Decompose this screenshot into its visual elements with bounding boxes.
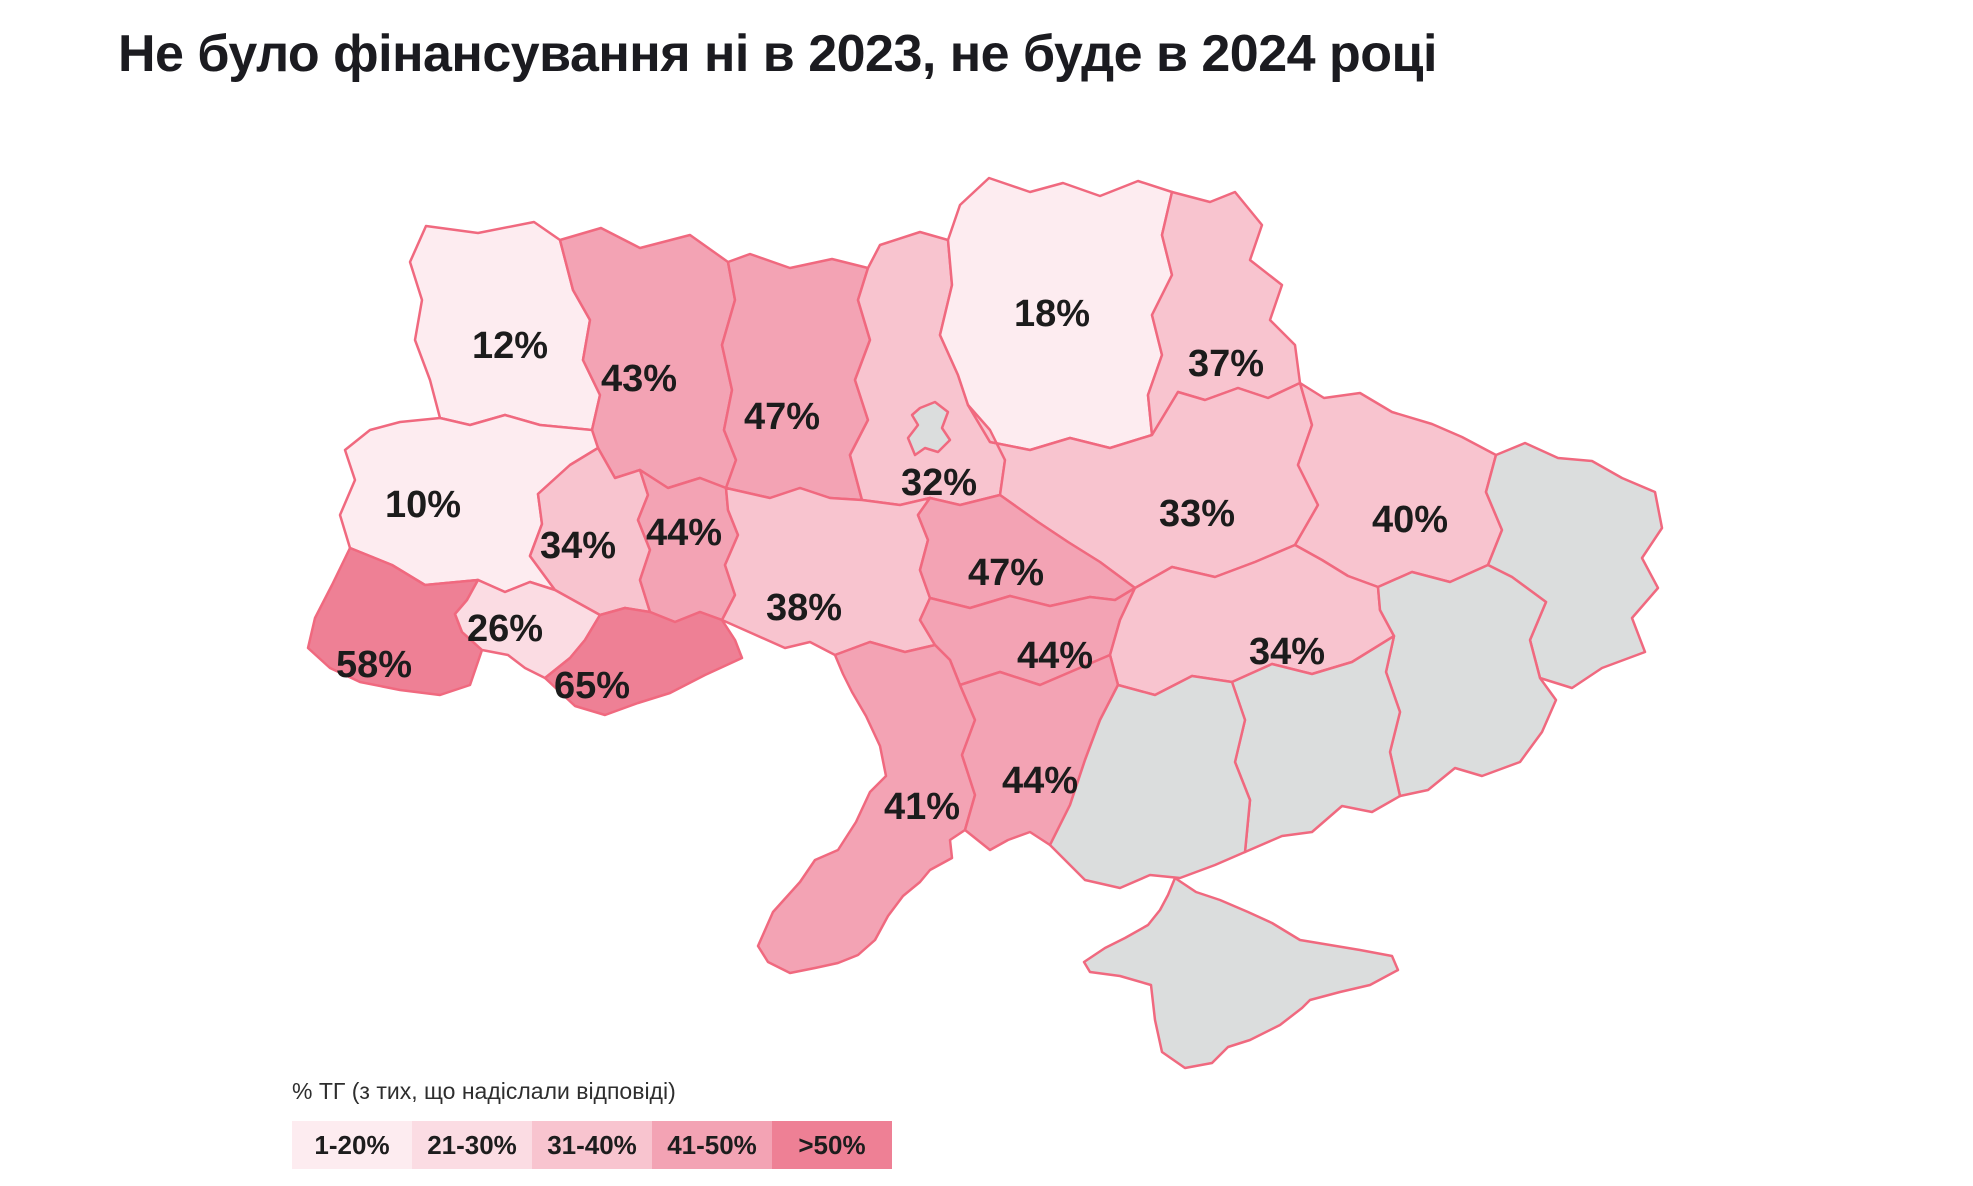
region-value-lviv: 10% bbox=[385, 484, 461, 526]
region-kherson bbox=[1048, 674, 1252, 890]
region-vinnytsia bbox=[720, 486, 937, 657]
region-value-odesa: 41% bbox=[884, 786, 960, 828]
legend-swatch-41-50: 41-50% bbox=[652, 1121, 772, 1169]
legend-swatch-label: 21-30% bbox=[427, 1129, 517, 1160]
legend-caption: % ТГ (з тих, що надіслали відповіді) bbox=[292, 1078, 676, 1104]
region-value-kyiv-oblast: 32% bbox=[901, 462, 977, 504]
region-value-kirovohrad: 44% bbox=[1017, 635, 1093, 677]
region-crimea bbox=[1082, 876, 1400, 1070]
legend-swatch-31-40: 31-40% bbox=[532, 1121, 652, 1169]
legend-swatch-21-30: 21-30% bbox=[412, 1121, 532, 1169]
region-value-sumy: 37% bbox=[1188, 343, 1264, 385]
region-value-chernihiv: 18% bbox=[1014, 293, 1090, 335]
legend-swatch-1-20: 1-20% bbox=[292, 1121, 412, 1169]
region-zakarpattia bbox=[306, 546, 484, 697]
region-value-poltava: 33% bbox=[1159, 493, 1235, 535]
legend-swatch-label: 31-40% bbox=[547, 1129, 637, 1160]
region-value-vinnytsia: 38% bbox=[766, 587, 842, 629]
region-kharkiv bbox=[1293, 381, 1504, 589]
region-donetsk bbox=[1376, 563, 1558, 798]
region-zhytomyr bbox=[720, 252, 872, 502]
region-value-chernivtsi: 65% bbox=[554, 665, 630, 707]
region-value-rivne: 43% bbox=[601, 358, 677, 400]
region-value-mykolaiv: 44% bbox=[1002, 760, 1078, 802]
region-value-khmelnytskyi: 44% bbox=[646, 512, 722, 554]
legend-scale: 1-20% 21-30% 31-40% 41-50% >50% bbox=[292, 1121, 892, 1169]
region-value-cherkasy: 47% bbox=[968, 552, 1044, 594]
legend-swatch-label: 41-50% bbox=[667, 1129, 757, 1160]
legend-swatch-label: >50% bbox=[798, 1129, 866, 1160]
region-value-zakarpattia: 58% bbox=[336, 644, 412, 686]
region-value-kharkiv: 40% bbox=[1372, 499, 1448, 541]
region-value-ternopil: 34% bbox=[540, 525, 616, 567]
region-value-dnipropetrovsk: 34% bbox=[1249, 631, 1325, 673]
region-value-zhytomyr: 47% bbox=[744, 396, 820, 438]
region-value-ivano-frankivsk: 26% bbox=[467, 608, 543, 650]
legend: % ТГ (з тих, що надіслали відповіді) 1-2… bbox=[292, 1078, 892, 1169]
page-title: Не було фінансування ні в 2023, не буде … bbox=[118, 25, 1437, 83]
legend-swatch-over-50: >50% bbox=[772, 1121, 892, 1169]
legend-swatch-label: 1-20% bbox=[314, 1129, 390, 1160]
region-chernivtsi bbox=[543, 606, 744, 717]
region-value-volyn: 12% bbox=[472, 325, 548, 367]
region-kyiv-city bbox=[906, 400, 952, 457]
